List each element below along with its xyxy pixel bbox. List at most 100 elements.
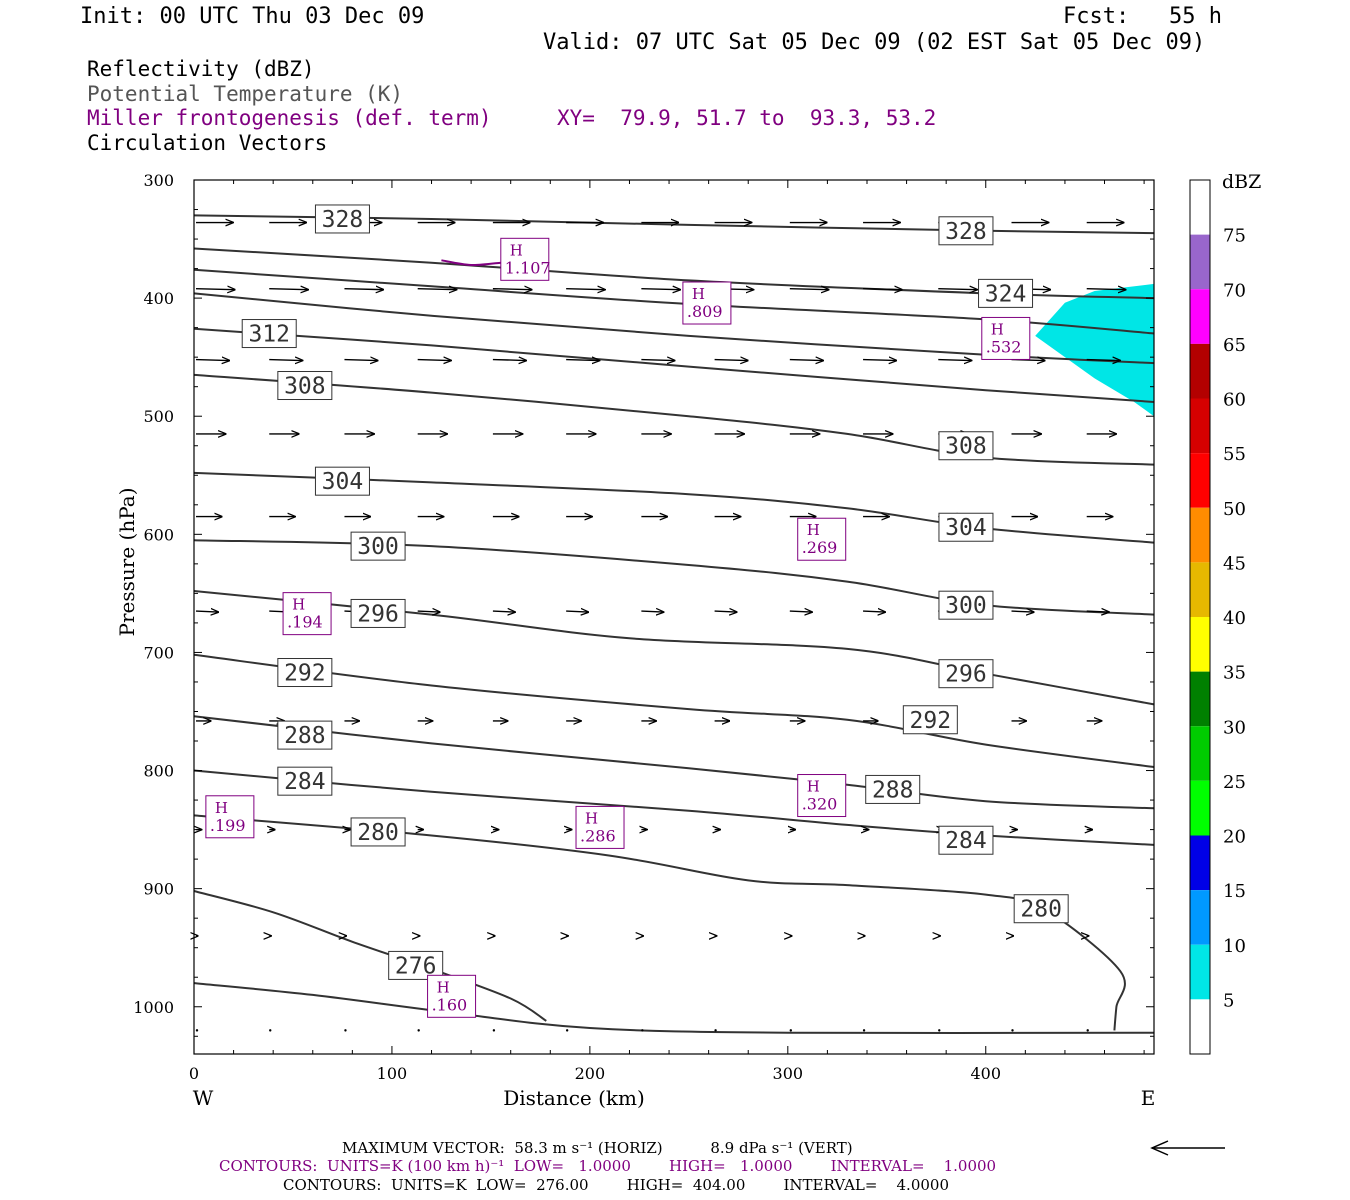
frontogenesis-max-value: .809 [687,302,723,321]
isentrope-272 [193,982,1155,1035]
footer-theta-contours: CONTOURS: UNITS=K LOW= 276.00 HIGH= 404.… [283,1176,949,1194]
colorbar-swatch-0 [1190,180,1210,235]
vector-1-0 [195,289,235,290]
colorbar-swatch-11 [1190,780,1210,836]
x-tick-label-400: 400 [970,1064,1001,1083]
isentrope-label-box [350,531,406,561]
frontogenesis-max-value: 1.107 [505,258,551,277]
frontogenesis-max-box [575,805,625,849]
colorbar-swatch-14 [1190,944,1210,1000]
vector-5-4 [492,611,515,612]
isentrope-label-box [978,278,1034,308]
colorbar-swatch-13 [1190,890,1210,945]
isentrope-label-box [938,825,994,855]
vector-2-7 [714,360,748,361]
x-end-label-west: W [193,1086,214,1110]
isentrope-label-text: 284 [945,828,987,854]
colorbar-swatch-6 [1190,507,1210,563]
isentrope-label-text: 300 [357,534,399,560]
isentrope-label-box [938,216,994,246]
colorbar-level-75: 75 [1223,226,1246,247]
isentrope-label-276-0: 276 [388,950,444,980]
colorbar-swatch-15 [1190,999,1210,1054]
isentrope-276 [193,890,547,1022]
isentrope-280 [193,814,1126,1031]
isentrope-label-box [938,431,994,461]
vector-2-2 [344,360,377,361]
x-end-label-east: E [1141,1086,1156,1110]
footer-frontogenesis-contours: CONTOURS: UNITS=K (100 km h)⁻¹ LOW= 1.00… [219,1157,997,1175]
vector-2-9 [863,360,896,361]
frontogenesis-max-4: H.194 [282,592,332,636]
isentrope-label-box [277,658,333,688]
vector-dot-9-7 [714,1029,717,1032]
reflectivity-area-5dbz [1035,283,1154,417]
colorbar-level-40: 40 [1223,608,1246,629]
isentrope-label-284-0: 284 [277,766,333,796]
vector-2-10 [938,360,971,361]
frontogenesis-contour [441,259,501,267]
vector-2-0 [195,360,229,361]
frontogenesis-max-value: .532 [986,337,1022,356]
isentrope-label-296-0: 296 [350,598,406,628]
isentrope-label-box [350,817,406,847]
isentrope-label-308-0: 308 [277,371,333,401]
colorbar-swatch-1 [1190,234,1210,290]
isentrope-label-text: 280 [357,820,399,846]
frontogenesis-max-value: .194 [287,613,323,632]
isentrope-label-box [241,319,297,349]
frontogenesis-max-3: H.269 [797,517,847,561]
frontogenesis-max-0: H1.107 [500,237,551,281]
isentrope-label-text: 304 [945,515,987,541]
y-tick-label-700: 700 [143,643,174,662]
vector-1-2 [344,289,383,290]
isentrope-label-300-0: 300 [350,531,406,561]
vector-1-8 [789,289,829,290]
isentrope-label-304-0: 304 [314,466,370,496]
frontogenesis-max-7: H.320 [797,774,847,818]
frontogenesis-max-label: H [807,778,820,796]
isentrope-label-text: 296 [945,662,987,688]
frontogenesis-max-box [682,281,732,325]
frontogenesis-max-box [797,774,847,818]
frontogenesis-max-box [500,237,550,281]
colorbar-swatch-8 [1190,617,1210,672]
isentrope-label-text: 288 [284,723,326,749]
colorbar-level-15: 15 [1223,881,1246,902]
x-tick-label-200: 200 [575,1064,606,1083]
frontogenesis-max-label: H [585,809,598,827]
isentrope-label-box [938,659,994,689]
vector-dot-9-5 [565,1029,569,1032]
colorbar-level-20: 20 [1223,827,1246,848]
isentrope-label-312-0: 312 [241,319,297,349]
plot-frame [193,179,1155,1055]
colorbar-level-70: 70 [1223,280,1246,301]
isentrope-284 [193,769,1155,846]
vector-1-9 [863,289,902,290]
isentrope-label-box [277,371,333,401]
vector-dot-9-3 [417,1029,420,1032]
colorbar-level-30: 30 [1223,717,1246,738]
isentrope-label-288-0: 288 [277,720,333,750]
vector-5-8 [789,611,812,612]
isentrope-312 [193,327,1155,403]
isentrope-label-328-1: 328 [938,216,994,246]
y-tick-label-1000: 1000 [133,998,174,1017]
isentrope-label-292-1: 292 [902,705,958,735]
vector-1-5 [566,289,605,290]
vector-5-7 [714,611,737,612]
vector-dot-9-12 [1086,1029,1089,1032]
forecast-hour: Fcst: 55 h [1063,4,1222,29]
vector-dot-9-11 [1011,1029,1014,1032]
colorbar-swatch-4 [1190,398,1210,454]
vector-5-3 [417,611,440,612]
isentrope-label-280-1: 280 [1013,894,1069,924]
footer-max-vector: MAXIMUM VECTOR: 58.3 m s⁻¹ (HORIZ) 8.9 d… [342,1139,853,1157]
frontogenesis-max-label: H [437,978,450,996]
isentrope-label-text: 288 [872,777,914,803]
vector-2-8 [789,360,823,361]
isentrope-292 [193,653,1155,768]
isentrope-label-text: 292 [910,708,952,734]
y-tick-label-900: 900 [143,880,174,899]
